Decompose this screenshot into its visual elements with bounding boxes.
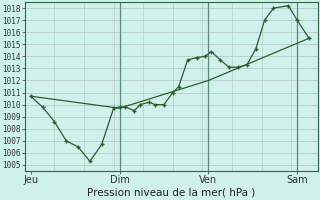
X-axis label: Pression niveau de la mer( hPa ): Pression niveau de la mer( hPa ): [87, 188, 255, 198]
